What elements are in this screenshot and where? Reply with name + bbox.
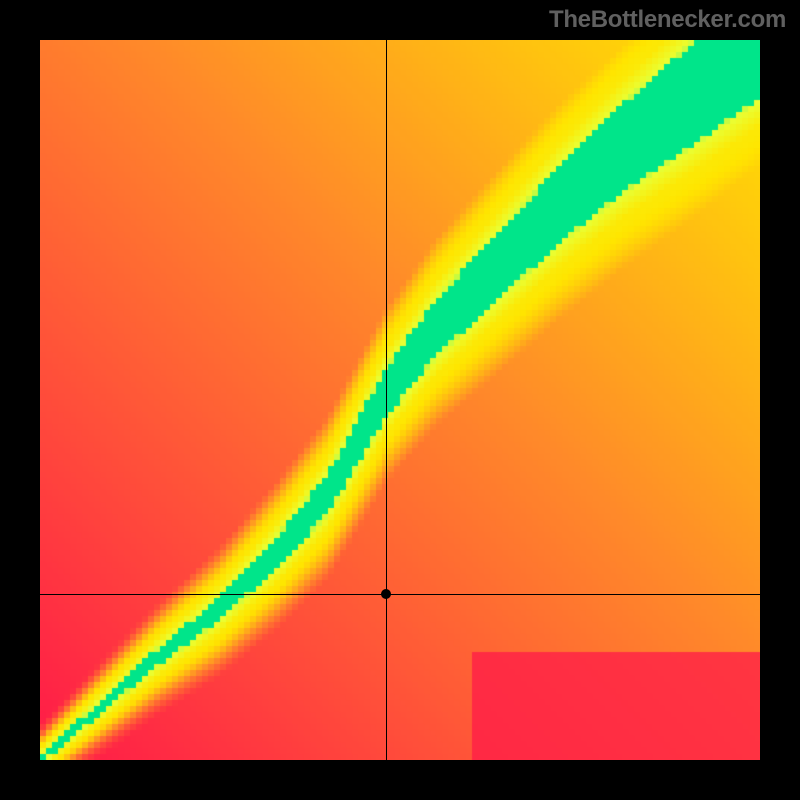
crosshair-vertical <box>386 40 387 760</box>
watermark-text: TheBottlenecker.com <box>549 6 786 34</box>
heatmap-plot <box>40 40 760 760</box>
heatmap-canvas <box>40 40 760 760</box>
crosshair-dot <box>381 589 391 599</box>
crosshair-horizontal <box>40 594 760 595</box>
